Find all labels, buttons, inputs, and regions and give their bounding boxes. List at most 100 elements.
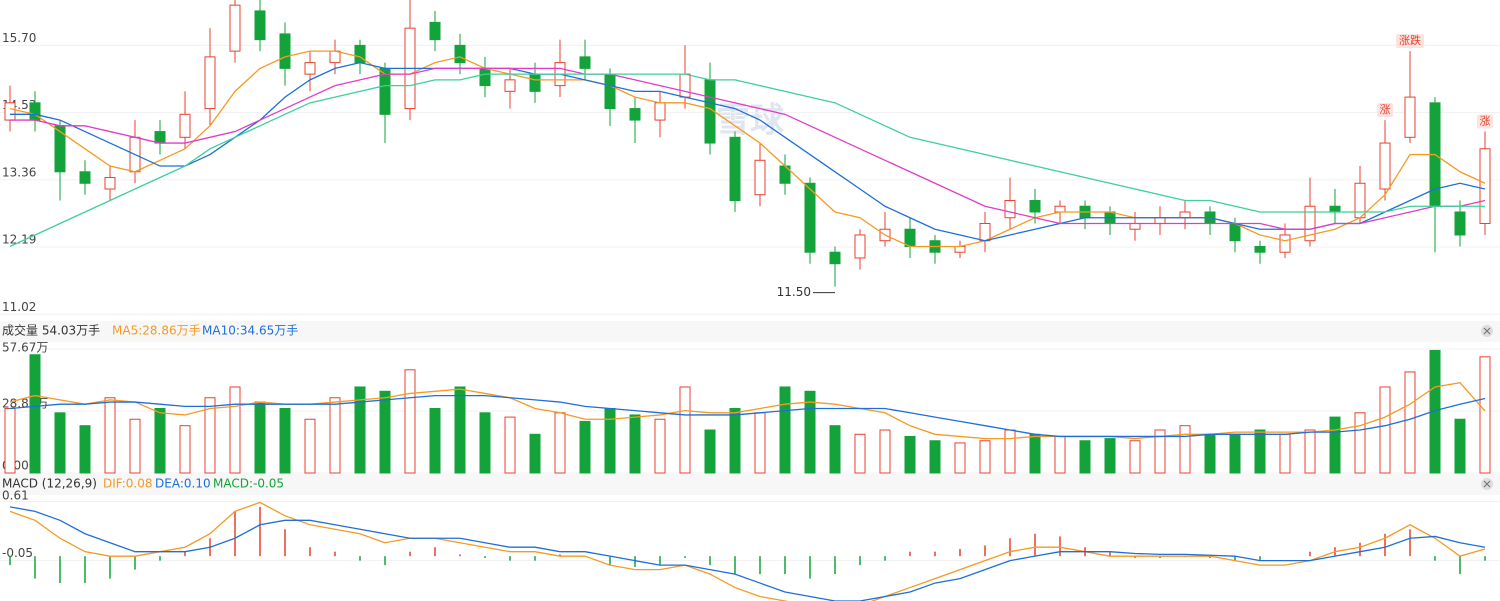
candle-body: [204, 56, 216, 110]
candle-body: [654, 102, 666, 121]
volume-bar: [1304, 429, 1316, 474]
y-tick-label: 57.67万: [2, 341, 48, 355]
candle-body: [904, 228, 916, 247]
volume-bar: [504, 416, 516, 474]
volume-bar: [4, 407, 16, 474]
volume-bar: [804, 390, 816, 474]
candle-body: [1454, 211, 1466, 236]
volume-bar: [654, 418, 666, 474]
line: [9, 381, 1486, 440]
candle-body: [254, 10, 266, 41]
volume-bar: [254, 401, 266, 474]
close-button[interactable]: [1481, 478, 1493, 490]
legend-entry: MA10:34.65万手: [202, 324, 298, 338]
volume-bar: [1329, 416, 1341, 474]
volume-bar: [229, 386, 241, 474]
volume-bar: [1229, 433, 1241, 474]
volume-bar: [1379, 386, 1391, 474]
volume-bar: [754, 412, 766, 474]
badge: [1377, 103, 1393, 118]
volume-bar: [329, 397, 341, 474]
volume-bar: [454, 386, 466, 474]
candle-body: [1129, 222, 1141, 230]
volume-bar: [629, 414, 641, 474]
volume-bar: [554, 412, 566, 474]
volume-bar: [1154, 429, 1166, 474]
volume-bar: [404, 369, 416, 474]
candle-body: [1029, 200, 1041, 213]
candle-body: [604, 73, 616, 110]
candle-body: [1479, 148, 1491, 224]
volume-bar: [479, 412, 491, 474]
candle-body: [504, 79, 516, 92]
candle-body: [229, 4, 241, 52]
volume-panel: [4, 349, 1491, 474]
volume-bar: [1254, 429, 1266, 474]
macd-panel: [9, 501, 1486, 601]
candle-body: [154, 131, 166, 144]
volume-bar: [304, 418, 316, 474]
volume-bar: [704, 429, 716, 474]
legend-entry: DEA:0.10: [155, 477, 211, 491]
line: [9, 73, 1485, 248]
annotation: 11.50: [777, 285, 811, 299]
volume-bar: [929, 440, 941, 474]
volume-bar: [1079, 440, 1091, 474]
volume-bar: [1279, 433, 1291, 474]
candle-body: [1004, 200, 1016, 219]
volume-bar: [729, 407, 741, 474]
price-panel: [4, 0, 1491, 287]
candle-body: [854, 234, 866, 259]
volume-bar: [679, 386, 691, 474]
volume-bar: [1129, 440, 1141, 474]
volume-bar: [279, 407, 291, 474]
candle-body: [679, 73, 691, 98]
candle-body: [329, 50, 341, 64]
candle-body: [454, 44, 466, 64]
volume-bar: [429, 407, 441, 474]
volume-bar: [1004, 429, 1016, 474]
candle-body: [104, 177, 116, 190]
volume-bar: [529, 433, 541, 474]
close-button[interactable]: [1481, 325, 1493, 337]
volume-bar: [779, 386, 791, 474]
candle-body: [429, 21, 441, 41]
y-tick-label: 12.19: [2, 233, 36, 247]
candle-body: [804, 182, 816, 253]
volume-bar: [829, 425, 841, 474]
macd-title: MACD (12,26,9): [2, 477, 97, 491]
candle-body: [729, 136, 741, 202]
volume-bar: [354, 386, 366, 474]
volume-bar: [854, 433, 866, 474]
candle-body: [529, 73, 541, 92]
y-tick-label: 13.36: [2, 165, 36, 179]
candle-body: [1379, 142, 1391, 190]
candle-body: [1154, 217, 1166, 224]
y-tick-label: 15.70: [2, 31, 36, 45]
volume-bar: [154, 407, 166, 474]
volume-title: 成交量 54.03万手: [2, 323, 100, 338]
candle-body: [4, 102, 16, 121]
volume-bar: [129, 418, 141, 474]
badge-text: 涨: [1480, 115, 1491, 128]
volume-bar: [979, 440, 991, 474]
candle-body: [179, 113, 191, 138]
candle-body: [629, 108, 641, 121]
line: [9, 506, 1486, 601]
legend-entry: DIF:0.08: [103, 477, 153, 491]
candle-body: [1329, 205, 1341, 213]
macd-header: [0, 474, 1500, 495]
volume-bar: [1404, 371, 1416, 474]
volume-bar: [1454, 418, 1466, 474]
volume-bar: [1179, 425, 1191, 474]
badge: [1396, 34, 1424, 49]
volume-bar: [1479, 356, 1491, 474]
volume-bar: [379, 390, 391, 474]
volume-bar: [204, 397, 216, 474]
volume-bar: [904, 435, 916, 474]
volume-header: [0, 321, 1500, 342]
line: [10, 61, 1486, 242]
volume-bar: [954, 442, 966, 474]
